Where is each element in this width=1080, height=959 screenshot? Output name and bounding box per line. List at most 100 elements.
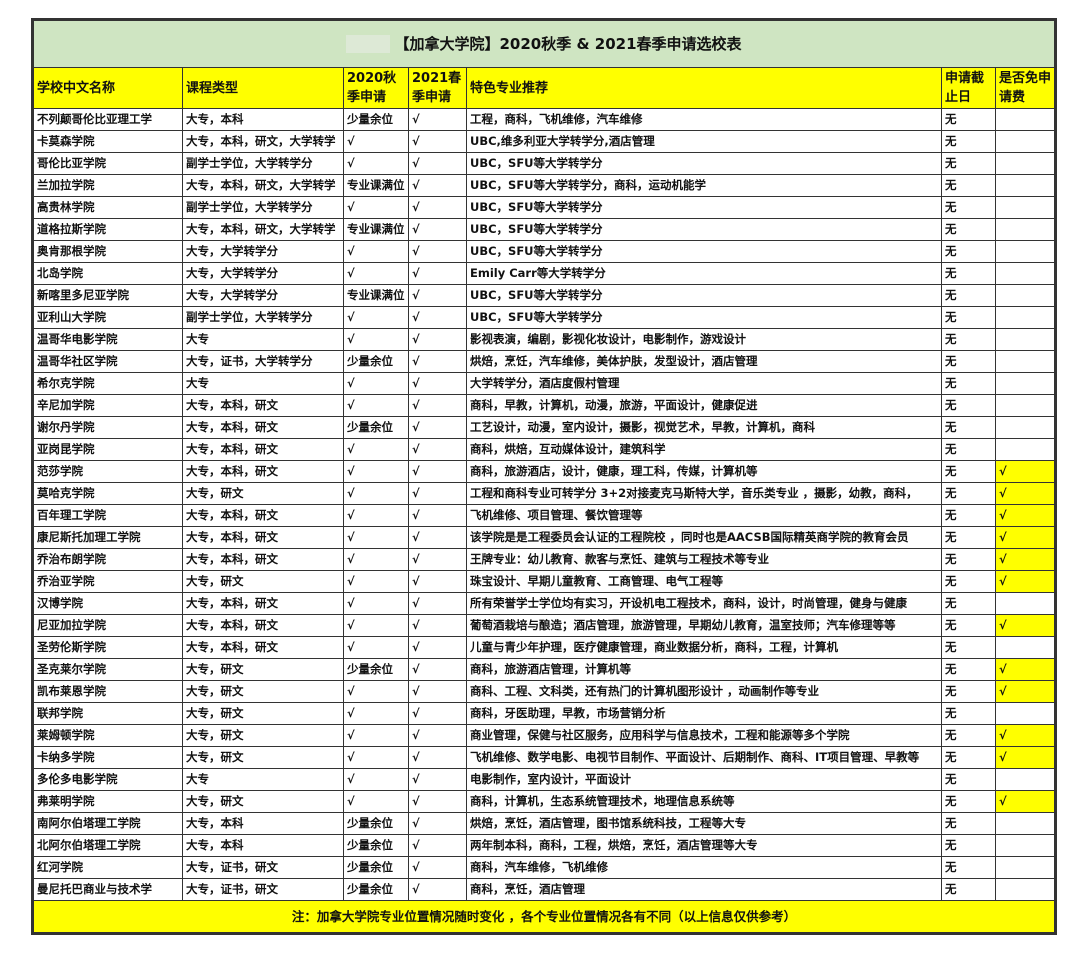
table-row: 圣劳伦斯学院 大专，本科，研文 √ √ 儿童与青少年护理，医疗健康管理，商业数据分析，商…	[33, 636, 1055, 659]
cell-spring-2021: √	[408, 218, 467, 241]
header-spring-2021: 2021春季申请	[408, 67, 467, 109]
table-row: 乔治布朗学院 大专，本科，研文 √ √ 王牌专业：幼儿教育、款客与烹饪、建筑与工程技术等…	[33, 548, 1055, 571]
cell-fall-2020: √	[343, 746, 409, 769]
cell-course-type: 大专，本科	[182, 812, 344, 835]
cell-fall-2020: √	[343, 328, 409, 351]
table-title: 【加拿大学院】2020秋季 & 2021春季申请选校表	[394, 34, 742, 53]
cell-spring-2021: √	[408, 174, 467, 197]
cell-deadline: 无	[941, 570, 996, 593]
cell-school-name: 亚岗昆学院	[33, 438, 183, 461]
table-row: 不列颠哥伦比亚理工学 大专，本科 少量余位 √ 工程，商科，飞机维修，汽车维修无	[33, 108, 1055, 131]
cell-fee-waiver	[995, 284, 1055, 307]
cell-deadline: 无	[941, 372, 996, 395]
cell-fall-2020: √	[343, 680, 409, 703]
cell-fall-2020: √	[343, 262, 409, 285]
cell-featured-programs: 儿童与青少年护理，医疗健康管理，商业数据分析，商科，工程，计算机	[466, 636, 942, 659]
table-row: 谢尔丹学院 大专，本科，研文 少量余位 √ 工艺设计，动漫，室内设计，摄影，视觉艺术，早…	[33, 416, 1055, 439]
cell-spring-2021: √	[408, 746, 467, 769]
cell-fee-waiver	[995, 328, 1055, 351]
cell-spring-2021: √	[408, 328, 467, 351]
cell-featured-programs: UBC,维多利亚大学转学分,酒店管理	[466, 130, 942, 153]
table-row: 亚岗昆学院 大专，本科，研文 √ √ 商科，烘焙，互动媒体设计，建筑科学无	[33, 438, 1055, 461]
cell-spring-2021: √	[408, 834, 467, 857]
table-row: 希尔克学院 大专 √ √ 大学转学分，酒店度假村管理无	[33, 372, 1055, 395]
cell-deadline: 无	[941, 614, 996, 637]
cell-fall-2020: 少量余位	[343, 878, 409, 901]
cell-school-name: 北岛学院	[33, 262, 183, 285]
cell-school-name: 辛尼加学院	[33, 394, 183, 417]
cell-school-name: 南阿尔伯塔理工学院	[33, 812, 183, 835]
cell-course-type: 大专，研文	[182, 724, 344, 747]
cell-course-type: 大专	[182, 768, 344, 791]
cell-fee-waiver	[995, 812, 1055, 835]
table-row: 莱姆顿学院 大专，研文 √ √ 商业管理，保健与社区服务，应用科学与信息技术，工程和能源…	[33, 724, 1055, 747]
cell-course-type: 大专，证书，大学转学分	[182, 350, 344, 373]
table-row: 多伦多电影学院 大专 √ √ 电影制作，室内设计，平面设计无	[33, 768, 1055, 791]
cell-fee-waiver	[995, 218, 1055, 241]
cell-featured-programs: 葡萄酒栽培与酿造；酒店管理，旅游管理，早期幼儿教育，温室技师；汽车修理等等	[466, 614, 942, 637]
footer-note: 注：加拿大学院专业位置情况随时变化 ，各个专业位置情况各有不同（以上信息仅供参考…	[33, 900, 1055, 933]
cell-deadline: 无	[941, 482, 996, 505]
cell-spring-2021: √	[408, 394, 467, 417]
cell-spring-2021: √	[408, 350, 467, 373]
school-selection-table: 【加拿大学院】2020秋季 & 2021春季申请选校表 学校中文名称 课程类型 20…	[31, 18, 1057, 935]
cell-fee-waiver	[995, 394, 1055, 417]
cell-fall-2020: 少量余位	[343, 812, 409, 835]
cell-spring-2021: √	[408, 724, 467, 747]
cell-spring-2021: √	[408, 570, 467, 593]
cell-fee-waiver	[995, 108, 1055, 131]
cell-fall-2020: √	[343, 438, 409, 461]
cell-school-name: 高贵林学院	[33, 196, 183, 219]
cell-fall-2020: √	[343, 790, 409, 813]
cell-fee-waiver	[995, 196, 1055, 219]
cell-fall-2020: √	[343, 130, 409, 153]
cell-fee-waiver: √	[995, 790, 1055, 813]
cell-deadline: 无	[941, 174, 996, 197]
cell-course-type: 大专	[182, 328, 344, 351]
cell-featured-programs: UBC，SFU等大学转学分	[466, 152, 942, 175]
cell-course-type: 副学士学位，大学转学分	[182, 152, 344, 175]
cell-spring-2021: √	[408, 306, 467, 329]
cell-course-type: 大专，本科，研文	[182, 526, 344, 549]
cell-deadline: 无	[941, 262, 996, 285]
cell-fall-2020: √	[343, 570, 409, 593]
cell-spring-2021: √	[408, 284, 467, 307]
cell-featured-programs: 商科，烹饪，酒店管理	[466, 878, 942, 901]
cell-fall-2020: √	[343, 482, 409, 505]
cell-featured-programs: 商科，旅游酒店管理，计算机等	[466, 658, 942, 681]
cell-spring-2021: √	[408, 130, 467, 153]
cell-course-type: 大专，本科，研文	[182, 394, 344, 417]
table-row: 范莎学院 大专，本科，研文 √ √ 商科，旅游酒店，设计，健康，理工科，传媒，计算机等无…	[33, 460, 1055, 483]
cell-fee-waiver	[995, 768, 1055, 791]
cell-featured-programs: UBC，SFU等大学转学分	[466, 218, 942, 241]
cell-deadline: 无	[941, 240, 996, 263]
cell-spring-2021: √	[408, 372, 467, 395]
table-row: 卡纳多学院 大专，研文 √ √ 飞机维修、数学电影、电视节目制作、平面设计、后期制作、商…	[33, 746, 1055, 769]
cell-school-name: 汉博学院	[33, 592, 183, 615]
cell-course-type: 大专，本科	[182, 108, 344, 131]
cell-fee-waiver	[995, 174, 1055, 197]
cell-featured-programs: Emily Carr等大学转学分	[466, 262, 942, 285]
cell-fee-waiver: √	[995, 526, 1055, 549]
cell-fee-waiver	[995, 152, 1055, 175]
cell-school-name: 康尼斯托加理工学院	[33, 526, 183, 549]
cell-deadline: 无	[941, 438, 996, 461]
cell-spring-2021: √	[408, 636, 467, 659]
cell-featured-programs: 商科，计算机，生态系统管理技术，地理信息系统等	[466, 790, 942, 813]
cell-deadline: 无	[941, 856, 996, 879]
cell-featured-programs: 商科，旅游酒店，设计，健康，理工科，传媒，计算机等	[466, 460, 942, 483]
header-course-type: 课程类型	[182, 67, 344, 109]
cell-school-name: 卡莫森学院	[33, 130, 183, 153]
cell-featured-programs: 飞机维修、数学电影、电视节目制作、平面设计、后期制作、商科、IT项目管理、早教等	[466, 746, 942, 769]
cell-school-name: 尼亚加拉学院	[33, 614, 183, 637]
cell-school-name: 圣劳伦斯学院	[33, 636, 183, 659]
cell-deadline: 无	[941, 130, 996, 153]
cell-school-name: 曼尼托巴商业与技术学	[33, 878, 183, 901]
cell-featured-programs: 所有荣誉学士学位均有实习，开设机电工程技术，商科，设计，时尚管理，健身与健康	[466, 592, 942, 615]
cell-spring-2021: √	[408, 240, 467, 263]
cell-fall-2020: 少量余位	[343, 108, 409, 131]
table-row: 百年理工学院 大专，本科，研文 √ √ 飞机维修、项目管理、餐饮管理等无 √	[33, 504, 1055, 527]
cell-spring-2021: √	[408, 812, 467, 835]
table-row: 红河学院 大专，证书，研文 少量余位 √ 商科，汽车维修，飞机维修无	[33, 856, 1055, 879]
cell-featured-programs: 工程和商科专业可转学分 3+2对接麦克马斯特大学，音乐类专业 ，摄影，幼教，商科…	[466, 482, 942, 505]
